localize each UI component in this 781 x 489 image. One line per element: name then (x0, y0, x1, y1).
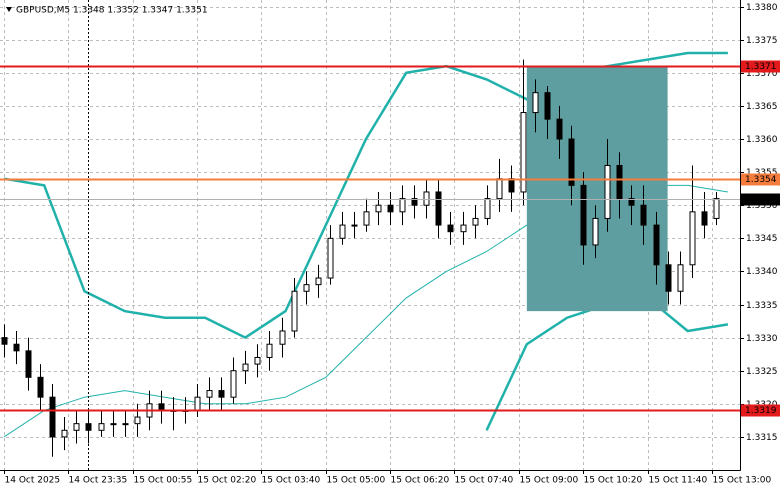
y-tick-label: 1.3360 (746, 135, 778, 145)
x-tick-label: 15 Oct 05:00 (327, 476, 386, 486)
candle-body (291, 290, 298, 332)
plot-area (0, 0, 740, 470)
candle-body (266, 343, 273, 358)
x-tick-label: 15 Oct 09:00 (520, 476, 579, 486)
candle-body (580, 184, 587, 246)
level-label-box (741, 173, 780, 186)
candle-body (339, 224, 346, 239)
candle-body (37, 376, 44, 398)
candle-body (13, 343, 20, 352)
candle-body (665, 264, 672, 292)
candle-body (363, 211, 370, 226)
candle-body (411, 198, 418, 206)
x-tick-label: 15 Oct 13:00 (713, 476, 772, 486)
candle-body (653, 224, 660, 266)
y-tick-label: 1.3315 (746, 433, 778, 443)
candle-body (628, 198, 635, 206)
candle-body (484, 198, 491, 219)
candle-body (49, 396, 56, 438)
candle-body (61, 429, 68, 438)
candle-body (496, 178, 503, 200)
current-price-label: 1.3351 (745, 195, 777, 205)
x-tick-label: 15 Oct 03:40 (262, 476, 321, 486)
level-label-box (741, 60, 780, 73)
y-tick-label: 1.3370 (746, 69, 778, 79)
candle-body (375, 204, 382, 213)
y-tick-label: 1.3335 (746, 301, 778, 311)
x-tick-label: 15 Oct 07:40 (455, 476, 514, 486)
candle-body (556, 118, 563, 140)
candle-body (472, 217, 479, 226)
candle-body (460, 224, 467, 233)
x-tick-label: 15 Oct 11:40 (649, 476, 708, 486)
candle-body (98, 423, 105, 431)
y-tick-label: 1.3340 (746, 267, 778, 277)
candle-body (230, 370, 237, 398)
candle-body (520, 112, 527, 193)
candle-body (351, 224, 358, 227)
current-price-box (741, 193, 780, 206)
candle-body (616, 164, 623, 200)
candle-body (701, 211, 708, 226)
candle-body (158, 403, 165, 411)
y-tick-label: 1.3365 (746, 102, 778, 112)
y-tick-label: 1.3345 (746, 234, 778, 244)
candle-body (134, 416, 141, 425)
candle-body (544, 92, 551, 120)
symbol-icon (6, 7, 12, 12)
candle-body (532, 92, 539, 114)
level-label-box (741, 404, 780, 417)
candle-body (218, 390, 225, 398)
y-tick-label: 1.3350 (746, 201, 778, 211)
candle-body (206, 390, 213, 398)
candle-body (604, 164, 611, 219)
candle-body (640, 204, 647, 226)
candle-body (194, 396, 201, 411)
candle-body (85, 423, 92, 431)
candle-body (73, 423, 80, 431)
x-tick-label: 14 Oct 2025 (5, 476, 61, 486)
candle-body (327, 237, 334, 279)
x-tick-label: 15 Oct 02:20 (198, 476, 257, 486)
level-label: 1.3354 (745, 175, 777, 185)
x-tick-label: 15 Oct 00:55 (134, 476, 193, 486)
candle-body (110, 423, 117, 426)
y-tick-label: 1.3355 (746, 168, 778, 178)
candle-body (677, 264, 684, 292)
x-tick-label: 15 Oct 06:20 (391, 476, 450, 486)
axes: 1.33151.33201.33251.33301.33351.33401.33… (4, 3, 780, 486)
candle-body (279, 330, 286, 345)
candle-body (447, 224, 454, 233)
chart-title: GBPUSD,M5 1.3348 1.3352 1.3347 1.3351 (16, 6, 208, 16)
level-label: 1.3371 (745, 62, 777, 72)
candle-body (568, 138, 575, 186)
y-tick-label: 1.3380 (746, 3, 778, 13)
candle-body (689, 211, 696, 266)
candle-body (399, 198, 406, 213)
candle-body (387, 204, 394, 213)
candle-body (242, 363, 249, 372)
level-label: 1.3319 (745, 406, 777, 416)
candle-body (713, 198, 720, 219)
candle-body (315, 277, 322, 286)
candle-body (1, 337, 8, 345)
x-tick-label: 14 Oct 23:35 (69, 476, 128, 486)
candle-body (423, 191, 430, 206)
x-tick-label: 15 Oct 10:20 (584, 476, 643, 486)
candle-body (303, 284, 310, 292)
candle-body (122, 423, 129, 426)
y-tick-label: 1.3330 (746, 334, 778, 344)
candle-body (592, 217, 599, 246)
y-tick-label: 1.3375 (746, 36, 778, 46)
candle-body (435, 191, 442, 226)
candle-body (254, 356, 261, 365)
y-tick-label: 1.3325 (746, 367, 778, 377)
candle-body (25, 350, 32, 378)
candle-body (508, 178, 515, 193)
